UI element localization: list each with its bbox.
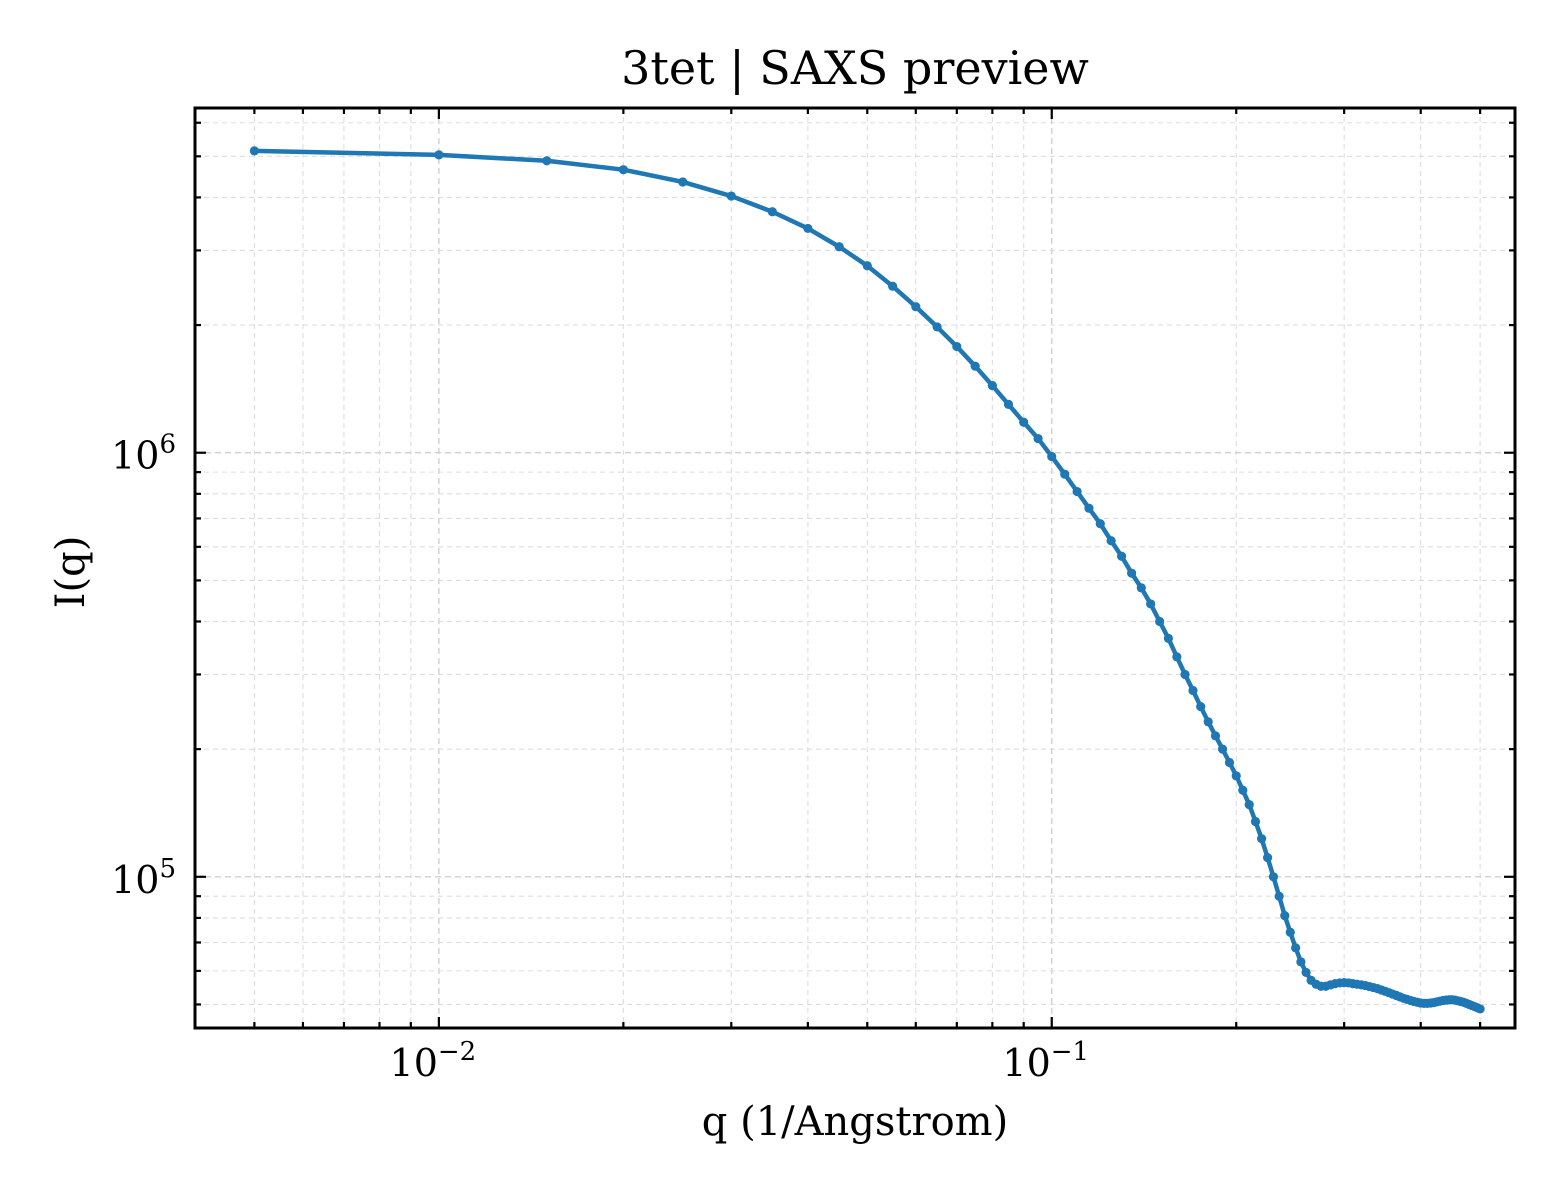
data-point bbox=[987, 380, 997, 391]
y-tick-label: 106 bbox=[111, 430, 176, 478]
data-point bbox=[1280, 911, 1290, 921]
plot-frame bbox=[193, 106, 1517, 1030]
data-point bbox=[767, 207, 777, 217]
axis-ticks bbox=[193, 108, 1515, 1028]
data-point bbox=[1033, 433, 1043, 444]
data-point bbox=[1244, 800, 1254, 810]
data-point bbox=[1180, 669, 1190, 680]
data-point bbox=[1285, 927, 1295, 937]
data-point bbox=[1475, 1004, 1485, 1014]
data-point bbox=[1231, 771, 1241, 781]
data-point bbox=[1203, 717, 1213, 727]
x-axis-label: q (1/Angstrom) bbox=[702, 1099, 1008, 1145]
data-point bbox=[970, 361, 980, 371]
y-axis-label: I(q) bbox=[48, 536, 94, 609]
data-point bbox=[1095, 519, 1105, 529]
data-point bbox=[1136, 583, 1146, 593]
data-point bbox=[1296, 957, 1306, 967]
data-point bbox=[678, 177, 688, 187]
data-point bbox=[1019, 417, 1029, 427]
y-tick-labels: 105 106 bbox=[111, 430, 176, 902]
data-point bbox=[1084, 503, 1094, 513]
data-point bbox=[1196, 701, 1206, 712]
data-point bbox=[1268, 872, 1279, 882]
data-point bbox=[1238, 785, 1248, 795]
data-point bbox=[618, 165, 628, 175]
data-point bbox=[952, 341, 962, 352]
data-point bbox=[1047, 451, 1057, 462]
data-point bbox=[862, 261, 872, 271]
data-point bbox=[1262, 852, 1273, 863]
x-tick-labels: 10−2 10−1 bbox=[390, 1037, 1090, 1085]
data-point bbox=[1155, 616, 1165, 627]
data-point bbox=[1072, 486, 1082, 497]
grid-lines bbox=[194, 108, 1515, 1028]
x-tick-label: 10−2 bbox=[390, 1037, 477, 1085]
data-series bbox=[249, 146, 1485, 1014]
data-point bbox=[1060, 469, 1070, 479]
data-point bbox=[1003, 399, 1014, 410]
data-point bbox=[803, 223, 813, 234]
y-tick-label: 105 bbox=[111, 854, 176, 902]
data-point bbox=[932, 322, 942, 332]
data-point bbox=[1301, 967, 1311, 978]
data-point bbox=[911, 302, 921, 312]
x-tick-label: 10−1 bbox=[1002, 1037, 1089, 1085]
data-point bbox=[888, 281, 898, 291]
data-point bbox=[249, 146, 259, 156]
data-point bbox=[1250, 816, 1261, 827]
data-point bbox=[1127, 568, 1137, 578]
data-point bbox=[1224, 757, 1235, 768]
data-point bbox=[1163, 633, 1173, 643]
data-point bbox=[1274, 891, 1284, 901]
chart-title: 3tet | SAXS preview bbox=[621, 41, 1089, 95]
data-point bbox=[1291, 943, 1301, 953]
data-point bbox=[1210, 731, 1221, 741]
data-point bbox=[1116, 551, 1127, 561]
data-point bbox=[542, 156, 552, 166]
data-point bbox=[834, 242, 844, 252]
data-point bbox=[434, 150, 444, 160]
data-point bbox=[726, 191, 736, 201]
data-point bbox=[1217, 744, 1228, 754]
data-point bbox=[1106, 536, 1116, 546]
data-point bbox=[1188, 685, 1198, 696]
data-point bbox=[1146, 599, 1156, 609]
data-point bbox=[1172, 652, 1182, 662]
data-point bbox=[1257, 834, 1267, 844]
